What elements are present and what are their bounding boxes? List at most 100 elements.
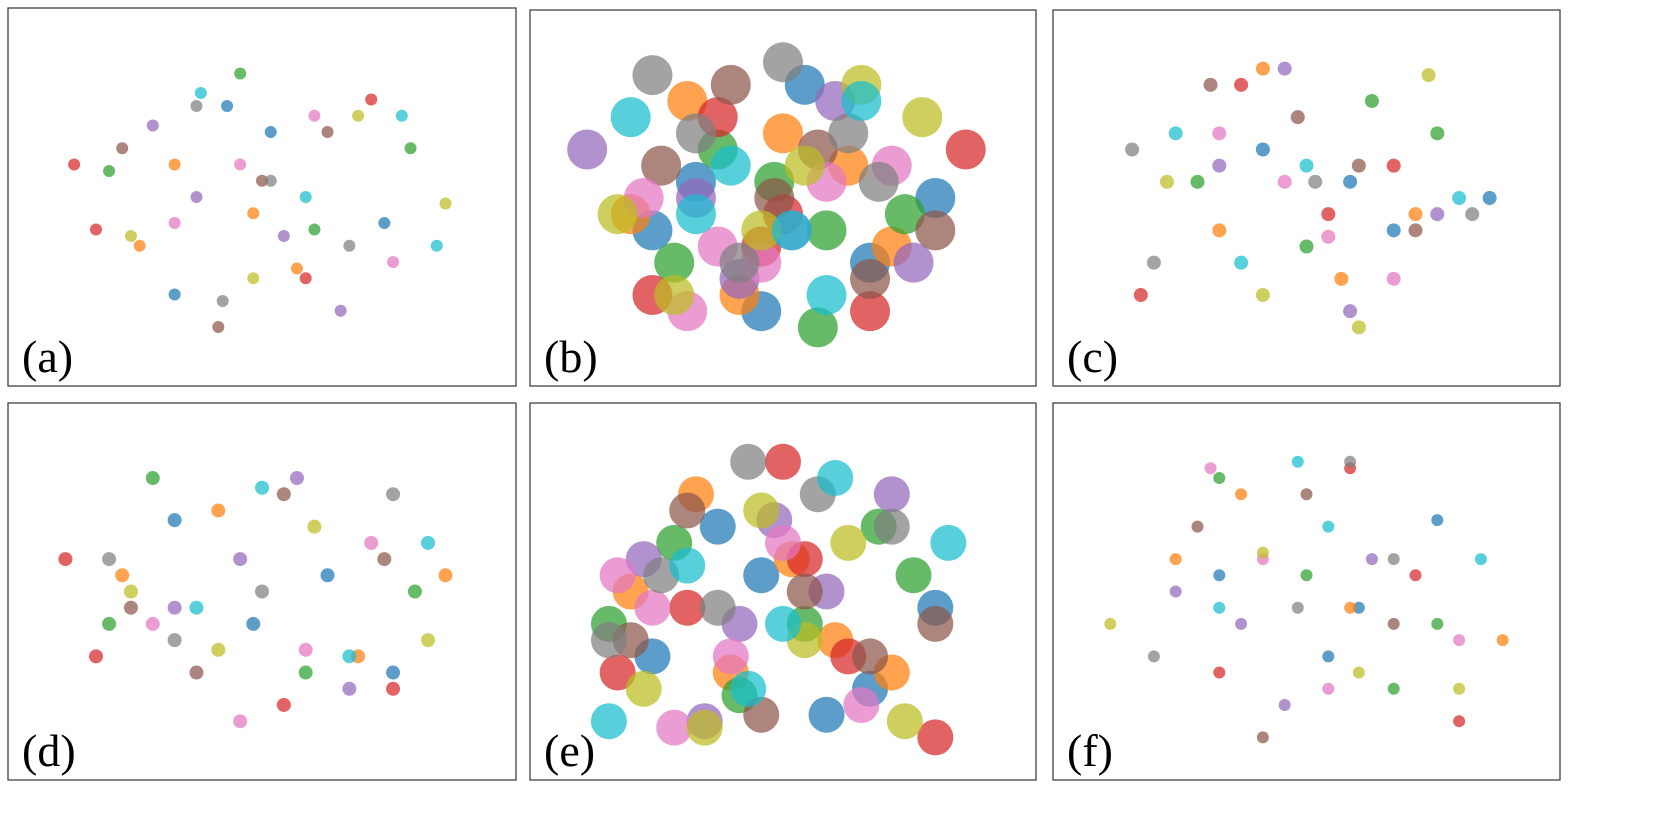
cluster-point [1235,488,1248,501]
cluster-point [190,191,203,203]
panel-label: (b) [544,331,598,382]
cluster-point [902,97,943,138]
cluster-point [1125,142,1140,157]
cluster-point [1278,698,1291,711]
cluster-point [255,480,269,495]
cluster-point [669,492,706,529]
cluster-point [102,552,117,567]
cluster-point [404,142,417,155]
cluster-point [123,584,138,599]
panel: (a) [7,7,517,387]
cluster-point [1308,174,1323,189]
cluster-point [1168,126,1183,141]
cluster-point [216,295,229,308]
cluster-point [1431,617,1444,630]
cluster-point [133,239,146,252]
cluster-point [1465,207,1480,222]
panel: (d) [7,402,517,781]
cluster-point [590,703,627,740]
panel: (c) [1052,9,1561,387]
cluster-point [364,535,379,550]
cluster-point [1352,666,1365,679]
cluster-point [255,584,269,599]
cluster-point [234,158,247,171]
cluster-point [641,145,682,186]
cluster-point [828,113,869,154]
cluster-point [1453,682,1466,695]
cluster-point [58,552,73,567]
cluster-point [1431,514,1444,527]
cluster-point [1430,126,1445,141]
cluster-point [168,217,181,230]
cluster-point [1255,142,1270,157]
panel-label: (c) [1067,331,1118,382]
cluster-point [89,223,102,236]
cluster-point [308,223,321,236]
cluster-point [1452,191,1467,205]
cluster-point [830,524,867,561]
cluster-point [430,239,443,252]
cluster-point [763,113,803,154]
cluster-point [264,174,277,187]
cluster-point [699,508,736,545]
panel: (e) [529,402,1037,781]
cluster-point [1234,255,1249,270]
cluster-point [1299,239,1314,254]
panel: (f) [1052,402,1561,781]
cluster-point [395,109,408,122]
cluster-point [1343,174,1358,189]
cluster-point [669,589,706,626]
cluster-point [743,557,780,594]
cluster-point [1291,601,1304,614]
cluster-point [320,568,335,583]
cluster-point [599,557,636,594]
cluster-point [194,86,207,99]
cluster-point [808,696,845,733]
cluster-point [850,258,891,299]
cluster-point [667,80,708,121]
cluster-point [886,703,923,740]
panel-frame [1052,9,1561,387]
cluster-point [145,616,160,631]
cluster-point [1386,271,1401,286]
cluster-point [1213,569,1226,582]
cluster-point [765,443,801,480]
cluster-point [212,321,225,334]
cluster-point [710,64,751,105]
cluster-point [1387,617,1400,630]
cluster-point [115,568,130,583]
cluster-point [234,67,247,80]
cluster-point [116,142,129,155]
cluster-point [1204,462,1217,475]
cluster-point [386,665,401,680]
cluster-point [307,519,322,534]
cluster-point [917,719,954,756]
cluster-point [342,681,357,696]
cluster-point [1365,553,1378,566]
cluster-point [699,589,736,626]
cluster-point [189,665,204,680]
cluster-point [1321,229,1336,244]
cluster-point [386,487,401,502]
cluster-point [298,665,313,680]
cluster-point [1104,617,1117,630]
cluster-point [669,547,706,584]
cluster-point [1344,455,1357,468]
cluster-point [797,307,838,348]
cluster-point [1291,455,1304,468]
cluster-point [334,304,347,317]
cluster-point [1277,61,1292,76]
cluster-point [719,242,760,283]
cluster-point [1387,553,1400,566]
cluster-point [771,210,812,251]
cluster-point [365,93,378,106]
cluster-point [386,681,401,696]
panel-label: (f) [1067,725,1113,776]
cluster-point [68,158,81,171]
cluster-point [1212,126,1227,141]
cluster-point [765,605,801,642]
cluster-point [915,178,956,218]
cluster-point [1334,271,1349,286]
cluster-point [1277,174,1292,189]
